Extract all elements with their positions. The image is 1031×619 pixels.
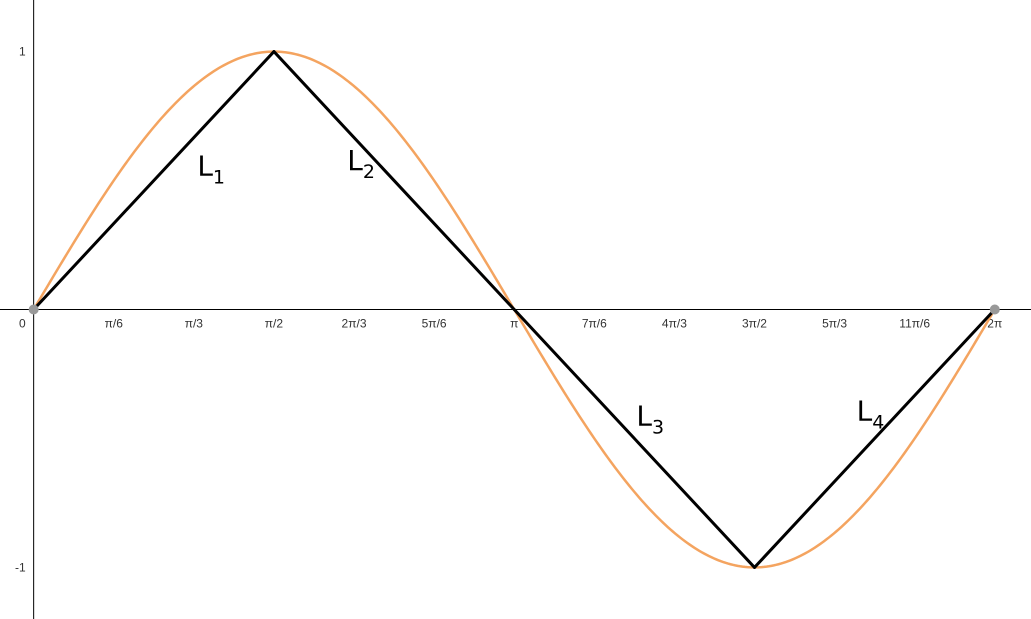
segment-label-subscript: 1 — [213, 166, 225, 188]
x-tick-label: 2π/3 — [342, 317, 367, 331]
segment-line — [512, 308, 756, 569]
endpoint-dot — [28, 304, 39, 315]
x-tick-label: π/3 — [185, 317, 204, 331]
x-tick-label: π — [510, 317, 518, 331]
x-tick-label: 5π/3 — [822, 317, 847, 331]
x-tick-label: 2π — [987, 317, 1002, 331]
x-tick-label: 3π/2 — [742, 317, 767, 331]
x-tick-label: 11π/6 — [899, 317, 930, 331]
series — [28, 50, 1000, 569]
segment-label: L4 — [857, 394, 885, 433]
segment-label: L2 — [347, 144, 375, 183]
y-tick-label: 1 — [19, 45, 26, 59]
segment-line — [272, 50, 516, 311]
tick-labels: π/6 π/3 π/2 2π/3 5π/6 π 7π/6 4π/3 3π/2 5π/3 11π/6 2… — [15, 45, 1002, 575]
x-tick-label: 7π/6 — [582, 317, 607, 331]
segment-label-main: L — [197, 149, 213, 182]
segment-label-main: L — [857, 394, 873, 427]
segment-line — [32, 50, 276, 311]
segment-label-subscript: 3 — [652, 417, 664, 439]
segment-label-main: L — [347, 144, 363, 177]
segment-label-main: L — [636, 400, 652, 433]
x-tick-label: 5π/6 — [422, 317, 447, 331]
segment-label: L1 — [197, 149, 225, 188]
origin-label: 0 — [19, 317, 26, 331]
segment-label: L3 — [636, 400, 664, 439]
x-tick-label: π/6 — [105, 317, 124, 331]
segment-label-subscript: 2 — [363, 161, 375, 183]
segment-line — [752, 308, 997, 569]
x-tick-label: π/2 — [265, 317, 284, 331]
y-tick-label: -1 — [15, 560, 26, 574]
endpoint-dot — [989, 304, 1000, 315]
segment-label-subscript: 4 — [872, 411, 884, 433]
x-tick-label: 4π/3 — [662, 317, 687, 331]
